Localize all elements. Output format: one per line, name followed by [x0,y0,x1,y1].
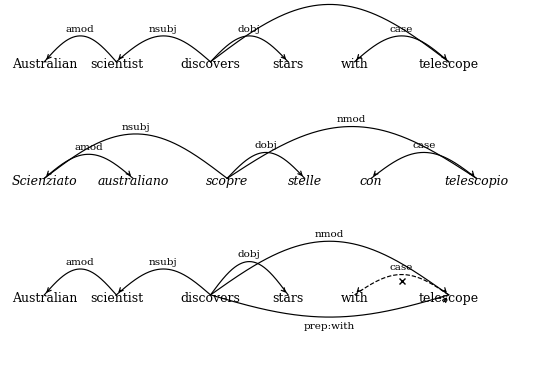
Text: discovers: discovers [181,58,240,71]
Text: nsubj: nsubj [121,123,150,132]
Text: dobj: dobj [238,25,261,34]
Text: nmod: nmod [315,230,345,239]
Text: amod: amod [66,25,95,34]
Text: nmod: nmod [315,0,345,2]
Text: stars: stars [273,58,304,71]
Text: telescope: telescope [419,292,479,305]
Text: scientist: scientist [90,292,143,305]
Text: australiano: australiano [98,175,168,188]
Text: amod: amod [74,143,103,152]
Text: nsubj: nsubj [149,25,178,34]
Text: prep:with: prep:with [304,322,355,330]
Text: con: con [360,175,382,188]
Text: telescopio: telescopio [444,175,509,188]
Text: amod: amod [66,258,95,267]
Text: dobj: dobj [254,141,278,150]
Text: with: with [341,292,368,305]
Text: dobj: dobj [238,250,261,259]
Text: discovers: discovers [181,292,240,305]
Text: Australian: Australian [12,58,77,71]
Text: Scienziato: Scienziato [12,175,77,188]
Text: scopre: scopre [206,175,248,188]
Text: case: case [390,263,413,272]
Text: scientist: scientist [90,58,143,71]
Text: stars: stars [273,292,304,305]
Text: nsubj: nsubj [149,258,178,267]
Text: case: case [390,25,413,34]
Text: stelle: stelle [288,175,322,188]
Text: with: with [341,58,368,71]
Text: nmod: nmod [337,115,367,124]
Text: telescope: telescope [419,58,479,71]
Text: case: case [412,141,435,150]
Text: Australian: Australian [12,292,77,305]
